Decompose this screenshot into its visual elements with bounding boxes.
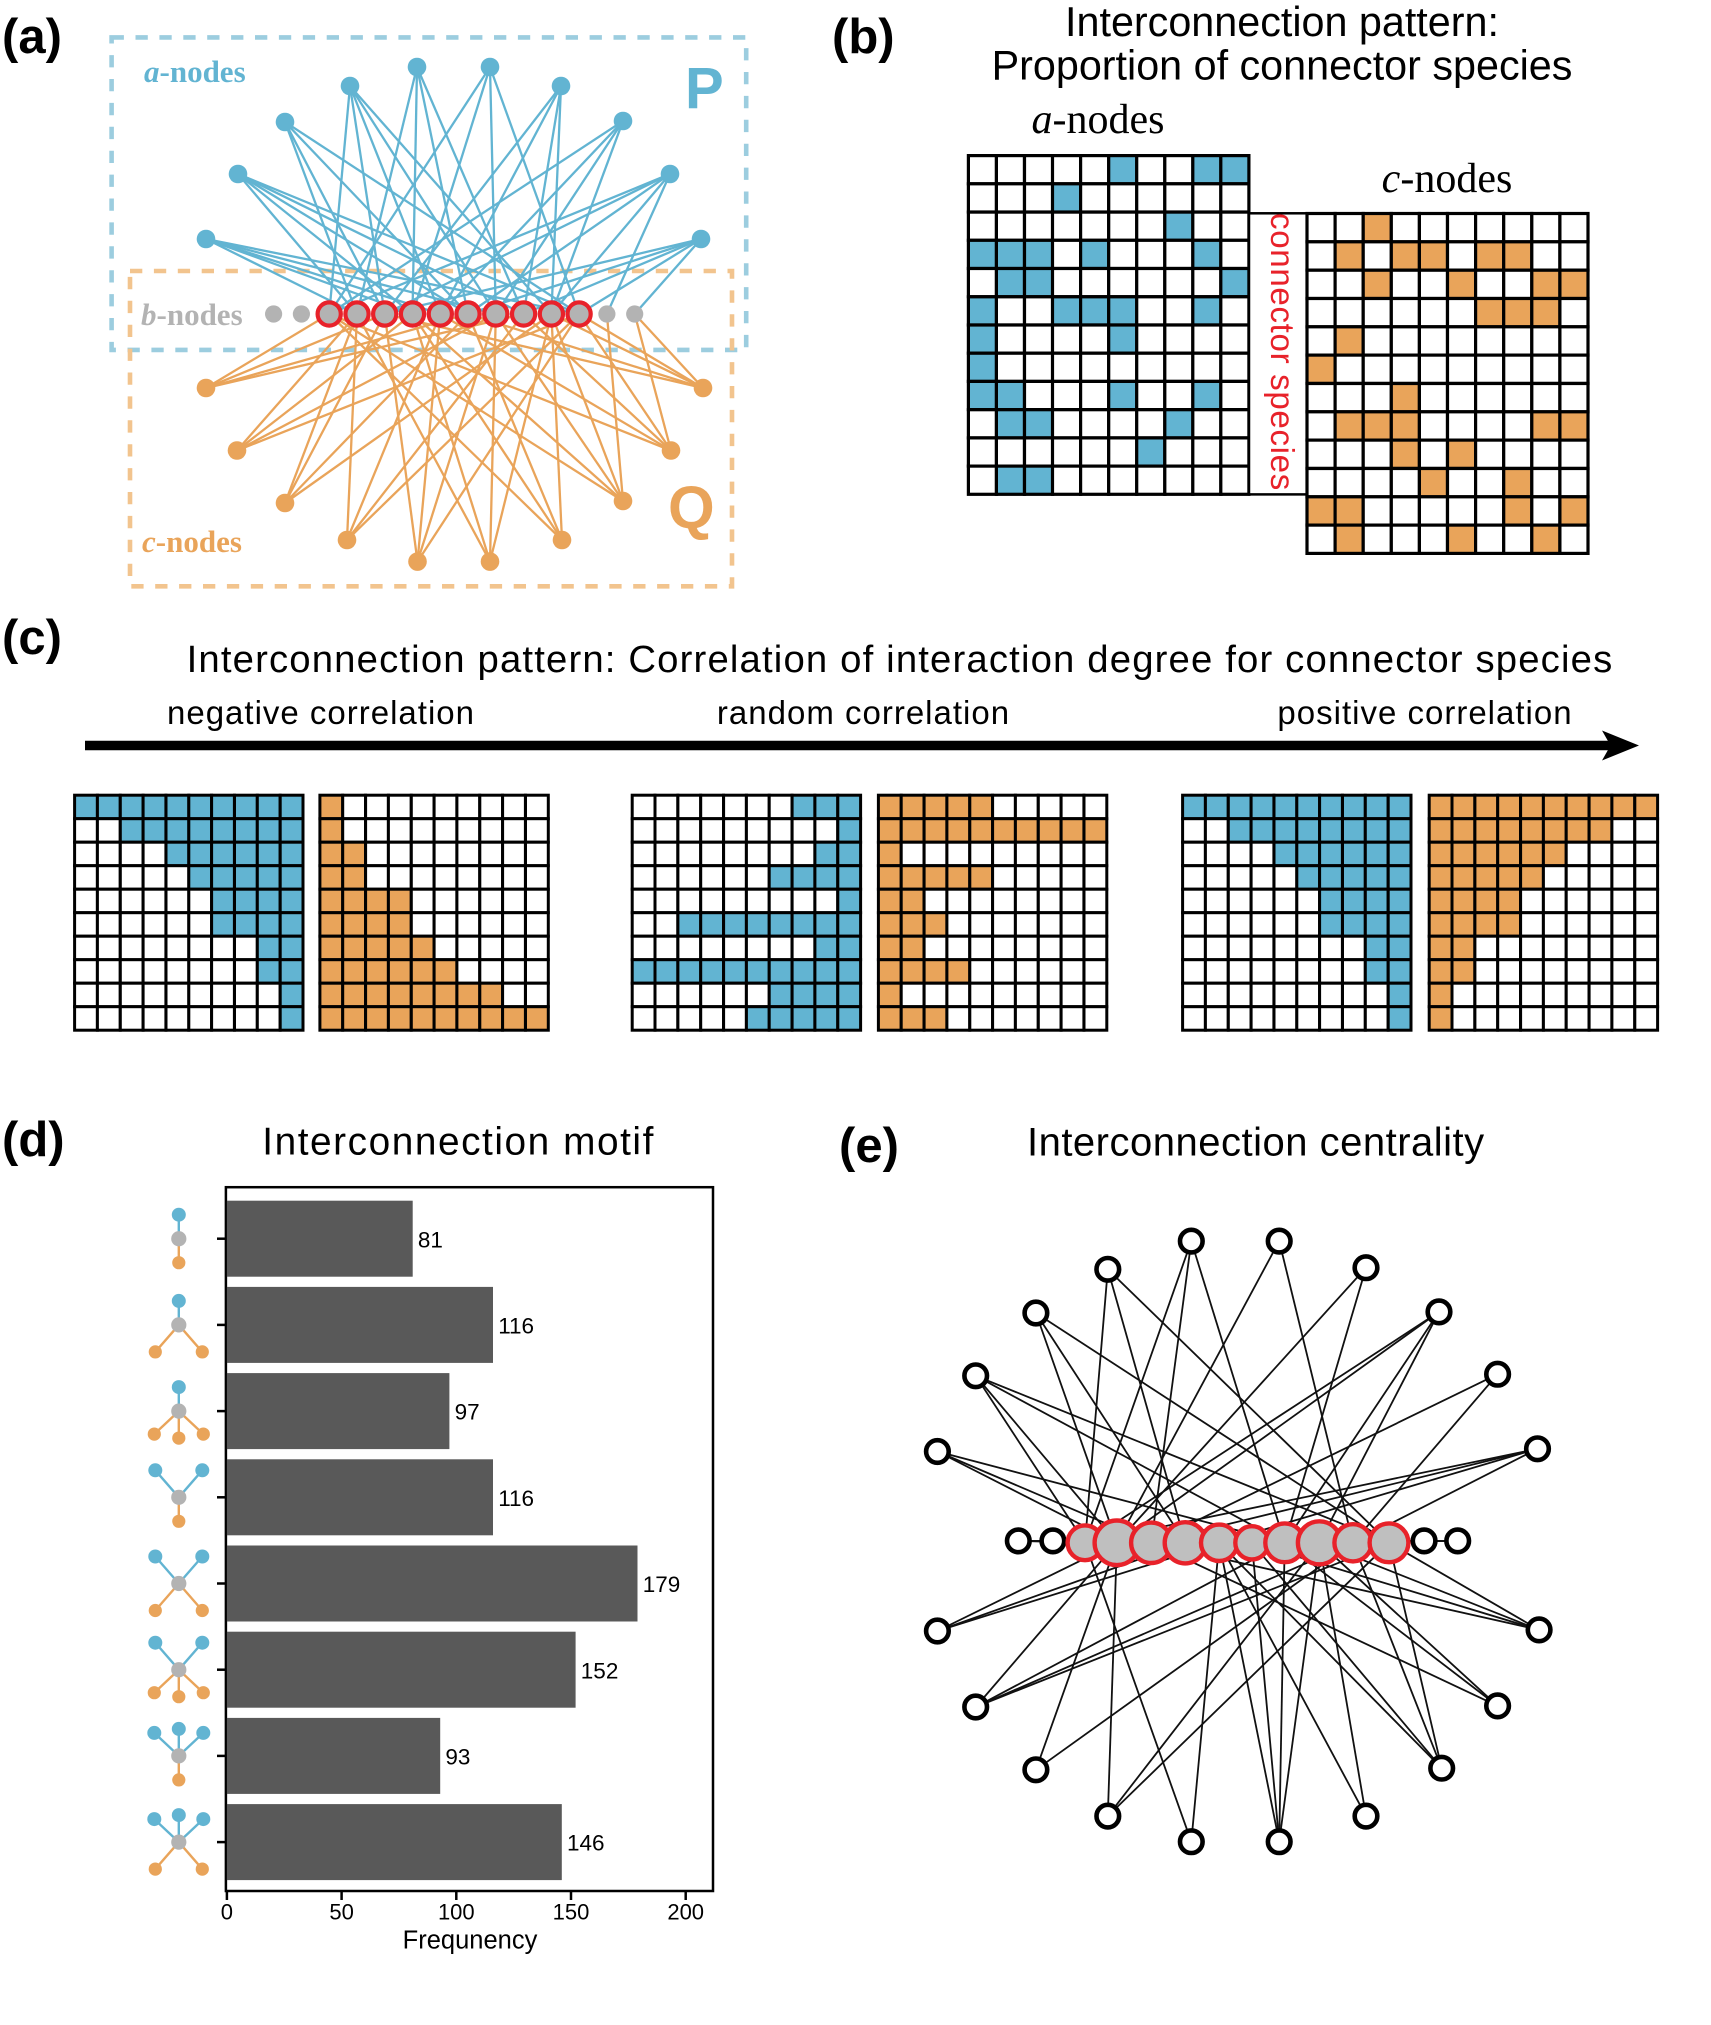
svg-text:random correlation: random correlation [717, 694, 1010, 731]
svg-text:connector species: connector species [1264, 213, 1301, 491]
svg-text:146: 146 [567, 1831, 605, 1856]
svg-text:P: P [685, 56, 724, 121]
svg-text:97: 97 [455, 1400, 480, 1425]
svg-text:(b): (b) [832, 10, 895, 64]
svg-text:a-nodes: a-nodes [1032, 97, 1165, 143]
svg-text:81: 81 [418, 1227, 443, 1252]
svg-text:b-nodes: b-nodes [141, 297, 243, 332]
svg-text:116: 116 [498, 1314, 534, 1339]
svg-text:Interconnection pattern: Corre: Interconnection pattern: Correlation of … [187, 638, 1614, 681]
svg-text:Frequnency: Frequnency [403, 1927, 538, 1955]
svg-text:(a): (a) [2, 10, 62, 64]
svg-text:Interconnection motif: Interconnection motif [262, 1120, 655, 1163]
svg-text:(d): (d) [2, 1113, 65, 1167]
svg-text:0: 0 [221, 1900, 233, 1925]
svg-text:100: 100 [438, 1900, 475, 1925]
svg-text:c-nodes: c-nodes [142, 524, 242, 559]
svg-text:Proportion of connector specie: Proportion of connector species [992, 43, 1573, 89]
svg-text:116: 116 [498, 1486, 534, 1511]
svg-text:152: 152 [581, 1658, 619, 1683]
svg-text:(e): (e) [839, 1119, 899, 1173]
svg-text:Interconnection pattern:: Interconnection pattern: [1065, 0, 1499, 45]
svg-text:negative correlation: negative correlation [167, 694, 475, 731]
svg-text:179: 179 [643, 1572, 681, 1597]
svg-text:a-nodes: a-nodes [144, 54, 246, 89]
svg-text:200: 200 [667, 1900, 704, 1925]
svg-text:c-nodes: c-nodes [1382, 156, 1513, 202]
svg-text:50: 50 [329, 1900, 353, 1925]
svg-text:Q: Q [668, 474, 715, 541]
svg-text:(c): (c) [2, 611, 62, 665]
svg-text:Interconnection centrality: Interconnection centrality [1027, 1120, 1485, 1164]
svg-text:150: 150 [553, 1900, 590, 1925]
svg-text:93: 93 [445, 1745, 470, 1770]
svg-text:positive correlation: positive correlation [1277, 694, 1572, 731]
